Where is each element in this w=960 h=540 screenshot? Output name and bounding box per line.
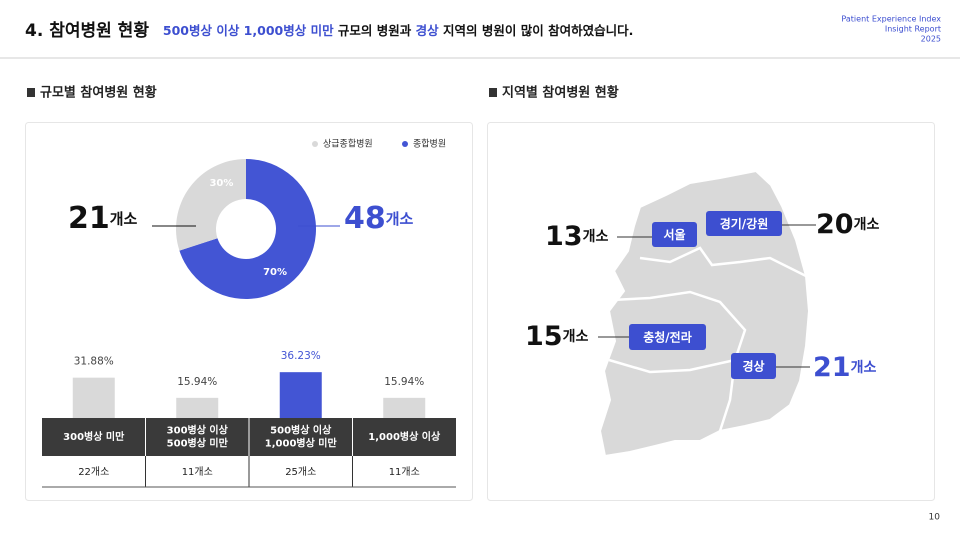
region-tag: [731, 353, 776, 379]
count-number: 21: [68, 201, 110, 236]
bar-label: 15.94%: [177, 376, 217, 388]
bar: [279, 372, 322, 418]
slice-label: 70%: [263, 267, 287, 278]
region-name: 경기/강원: [720, 216, 769, 231]
bar: [72, 377, 115, 418]
region-name: 충청/전라: [643, 330, 692, 345]
header-title: 4. 참여병원 현황 500병상 이상 1,000병상 미만 규모의 병원과 경…: [25, 20, 633, 41]
header-cell: 500병상 이상: [270, 424, 332, 437]
body-cell: 22개소: [78, 466, 109, 478]
brand: Insight Report: [885, 25, 941, 34]
bar: [383, 397, 426, 418]
panel: [25, 122, 473, 501]
brand: 2025: [921, 35, 941, 44]
region-name: 경상: [742, 359, 764, 374]
count-unit: 개소: [851, 360, 877, 376]
donut-slice: [179, 159, 316, 299]
title-text: 규모의 병원과: [334, 23, 416, 38]
body-cell: 11개소: [389, 466, 420, 478]
section-title: 지역별 참여병원 현황: [502, 85, 619, 101]
header-cell: 1,000병상 미만: [265, 437, 338, 450]
region-tag: [629, 324, 706, 350]
bar: [176, 397, 219, 418]
header-cell: 1,000병상 이상: [368, 430, 441, 443]
bar-label: 15.94%: [384, 376, 424, 388]
region-border: [608, 358, 736, 374]
bullet: [27, 88, 35, 97]
count-number: 13: [545, 221, 583, 252]
page-number: 10: [929, 513, 941, 523]
count-number: 15: [525, 321, 563, 352]
body-cell: 11개소: [182, 466, 213, 478]
header-cell: 300병상 이상: [167, 424, 229, 437]
region-count: 20개소: [816, 209, 879, 240]
title-text: 지역의 병원이 많이 참여하였습니다.: [439, 23, 634, 38]
region-tag: [706, 211, 782, 236]
region-tag: [652, 222, 697, 247]
title-number: 4. 참여병원 현황: [25, 20, 149, 41]
bar-label: 36.23%: [281, 350, 321, 362]
count-unit: 개소: [386, 210, 414, 228]
highlight: 500병상 이상 1,000병상 미만: [163, 23, 334, 38]
bar-label: 31.88%: [74, 356, 114, 368]
legend-label: 상급종합병원: [323, 139, 373, 150]
legend-label: 종합병원: [413, 139, 446, 150]
count-unit: 개소: [854, 217, 880, 233]
header-cell: 500병상 미만: [167, 437, 229, 450]
region-count: 15개소: [525, 321, 588, 352]
section-title: 규모별 참여병원 현황: [40, 85, 157, 101]
region-border: [639, 246, 807, 278]
legend-dot: [312, 141, 318, 147]
region-count: 13개소: [545, 221, 608, 252]
count: 48개소: [344, 201, 414, 236]
legend-dot: [402, 141, 408, 147]
count-unit: 개소: [110, 210, 138, 228]
count-unit: 개소: [583, 229, 609, 245]
bar-chart: 31.88% 15.94% 36.23% 15.94%: [72, 350, 426, 418]
header-cell: 300병상 미만: [63, 430, 125, 443]
count-number: 48: [344, 201, 386, 236]
body-cell: 25개소: [285, 466, 316, 478]
bullet: [489, 88, 497, 97]
count-number: 20: [816, 209, 854, 240]
region-count: 21개소: [813, 352, 876, 383]
brand: Patient Experience Index: [841, 15, 941, 24]
slice-label: 30%: [209, 178, 233, 189]
donut-slice: [175, 159, 246, 251]
region-name: 서울: [663, 227, 685, 242]
count: 21개소: [68, 201, 138, 236]
region-border: [611, 290, 747, 432]
count-number: 21: [813, 352, 851, 383]
count-unit: 개소: [563, 329, 589, 345]
highlight: 경상: [416, 23, 440, 38]
